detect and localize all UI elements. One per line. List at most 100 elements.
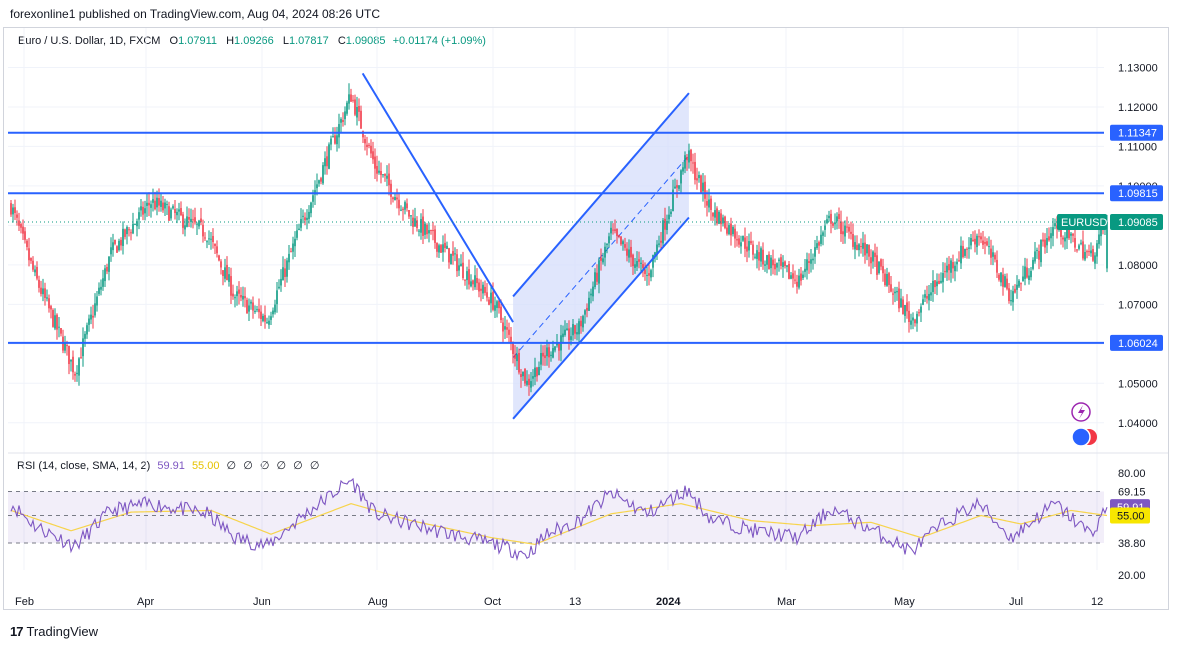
candle-body [272, 310, 274, 315]
candle-body [128, 229, 130, 231]
candle-body [968, 247, 970, 249]
candle-body [108, 256, 110, 272]
candle-body [1084, 252, 1086, 260]
candle-body [370, 145, 372, 154]
candle-body [1094, 255, 1096, 264]
candle-body [114, 239, 116, 244]
candle-body [36, 266, 38, 279]
candle-body [610, 227, 612, 234]
candle-body [700, 175, 702, 194]
candle-body [416, 220, 418, 228]
candle-body [674, 186, 676, 189]
candle-body [160, 200, 162, 207]
candle-body [828, 215, 830, 219]
candle-body [426, 224, 428, 235]
candle-body [110, 247, 112, 255]
candle-body [424, 223, 426, 235]
candle-body [482, 284, 484, 294]
candle-body [526, 380, 528, 385]
candle-body [384, 173, 386, 176]
candle-body [328, 144, 330, 169]
candle-body [718, 211, 720, 224]
candle-body [32, 260, 34, 270]
time-tick: Oct [484, 596, 501, 608]
candle-body [246, 299, 248, 314]
symbol-title[interactable]: Euro / U.S. Dollar, 1D, FXCM [18, 35, 161, 47]
candle-body [516, 354, 518, 362]
candle-body [852, 233, 854, 247]
candle-body [458, 265, 460, 271]
candle-body [380, 171, 382, 176]
candle-body [244, 296, 246, 299]
candle-body [824, 225, 826, 230]
candle-body [816, 243, 818, 249]
candle-body [994, 254, 996, 260]
candle-body [520, 374, 522, 378]
candle-body [50, 306, 52, 310]
candle-body [422, 216, 424, 236]
price-tick: 1.08000 [1118, 260, 1158, 272]
candle-body [34, 269, 36, 273]
candle-body [494, 305, 496, 311]
candle-body [508, 329, 510, 335]
candle-body [484, 286, 486, 293]
candle-body [732, 226, 734, 235]
candle-body [522, 371, 524, 377]
candle-body [280, 278, 282, 286]
rsi-title[interactable]: RSI (14, close, SMA, 14, 2) [17, 460, 151, 472]
candle-body [468, 269, 470, 285]
candle-body [236, 291, 238, 297]
candle-body [320, 178, 322, 182]
candle-body [26, 240, 28, 248]
candle-body [470, 281, 472, 287]
candle-body [1022, 276, 1024, 282]
candle-body [222, 270, 224, 277]
candle-body [1012, 291, 1014, 303]
price-tag-label: 1.11347 [1118, 128, 1157, 140]
candle-body [882, 266, 884, 274]
candle-body [606, 243, 608, 245]
candle-body [1078, 245, 1080, 249]
candle-body [678, 185, 680, 189]
candle-body [736, 239, 738, 241]
candle-body [230, 276, 232, 296]
candle-body [636, 260, 638, 267]
candle-body [286, 260, 288, 277]
candle-body [1072, 233, 1074, 236]
candle-body [914, 319, 916, 324]
candle-body [308, 211, 310, 219]
candle-body [406, 203, 408, 209]
candle-body [846, 226, 848, 228]
candle-body [248, 305, 250, 312]
candle-body [30, 257, 32, 261]
candle-body [82, 338, 84, 357]
candle-body [764, 264, 766, 266]
candle-body [834, 222, 836, 225]
candle-body [450, 253, 452, 265]
candle-body [918, 312, 920, 314]
candle-body [408, 210, 410, 217]
candle-body [1026, 267, 1028, 278]
candle-body [262, 315, 264, 321]
candle-body [838, 213, 840, 219]
candle-body [784, 261, 786, 267]
candle-body [1098, 234, 1100, 245]
candle-body [998, 274, 1000, 280]
candle-body [298, 228, 300, 230]
candle-body [394, 197, 396, 201]
candle-body [1008, 288, 1010, 302]
candle-body [496, 301, 498, 308]
tradingview-logo-icon: 17 [10, 624, 24, 639]
candle-body [284, 268, 286, 278]
candle-body [538, 366, 540, 376]
candle-body [570, 336, 572, 340]
candle-body [396, 197, 398, 200]
candle-body [446, 245, 448, 249]
candle-body [158, 198, 160, 206]
candle-body [194, 217, 196, 223]
candle-body [864, 242, 866, 256]
rsi-line [10, 477, 1108, 562]
candle-body [720, 213, 722, 225]
candle-body [1034, 251, 1036, 262]
